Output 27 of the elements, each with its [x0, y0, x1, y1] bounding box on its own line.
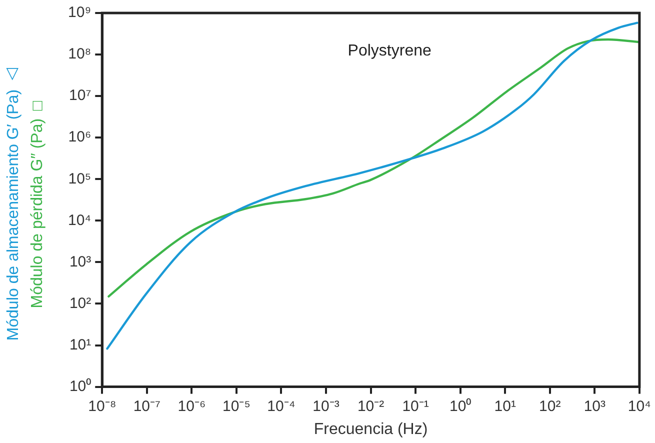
- y-tick-label: 10⁷: [69, 87, 92, 104]
- y-tick-label: 10⁴: [68, 212, 92, 229]
- x-tick-label: 10⁻¹: [402, 398, 429, 415]
- text: Polystyrene: [348, 42, 432, 60]
- text: Módulo de pérdida G″ (Pa) □: [28, 97, 47, 309]
- y-tick-label: 10⁵: [68, 170, 92, 188]
- y-tick-label: 10¹: [69, 336, 92, 354]
- y-tick-label: 10⁰: [69, 378, 92, 395]
- x-tick-label: 10⁻³: [312, 398, 340, 415]
- x-tick-label: 10³: [584, 398, 606, 415]
- text: Módulo de almacenamiento G′ (Pa) △: [4, 66, 23, 340]
- x-tick-label: 10⁻⁸: [88, 398, 116, 415]
- x-axis-title: Frecuencia (Hz): [314, 420, 428, 438]
- y-tick-label: 10³: [69, 253, 92, 270]
- x-tick-label: 10⁻⁶: [178, 398, 206, 415]
- x-tick-label: 10¹: [494, 398, 516, 415]
- y-tick-label: 10⁸: [68, 46, 92, 63]
- x-tick-label: 10⁰: [449, 398, 472, 415]
- x-tick-label: 10⁴: [628, 398, 652, 415]
- y-tick-label: 10⁹: [68, 4, 92, 22]
- x-tick-label: 10⁻⁷: [133, 398, 160, 415]
- y-tick-label: 10⁶: [68, 128, 92, 146]
- y-tick-label: 10²: [69, 294, 92, 312]
- x-tick-label: 10²: [539, 398, 561, 415]
- x-tick-label: 10⁻²: [357, 398, 384, 415]
- x-tick-label: 10⁻⁵: [222, 398, 250, 415]
- x-tick-label: 10⁻⁴: [267, 398, 296, 415]
